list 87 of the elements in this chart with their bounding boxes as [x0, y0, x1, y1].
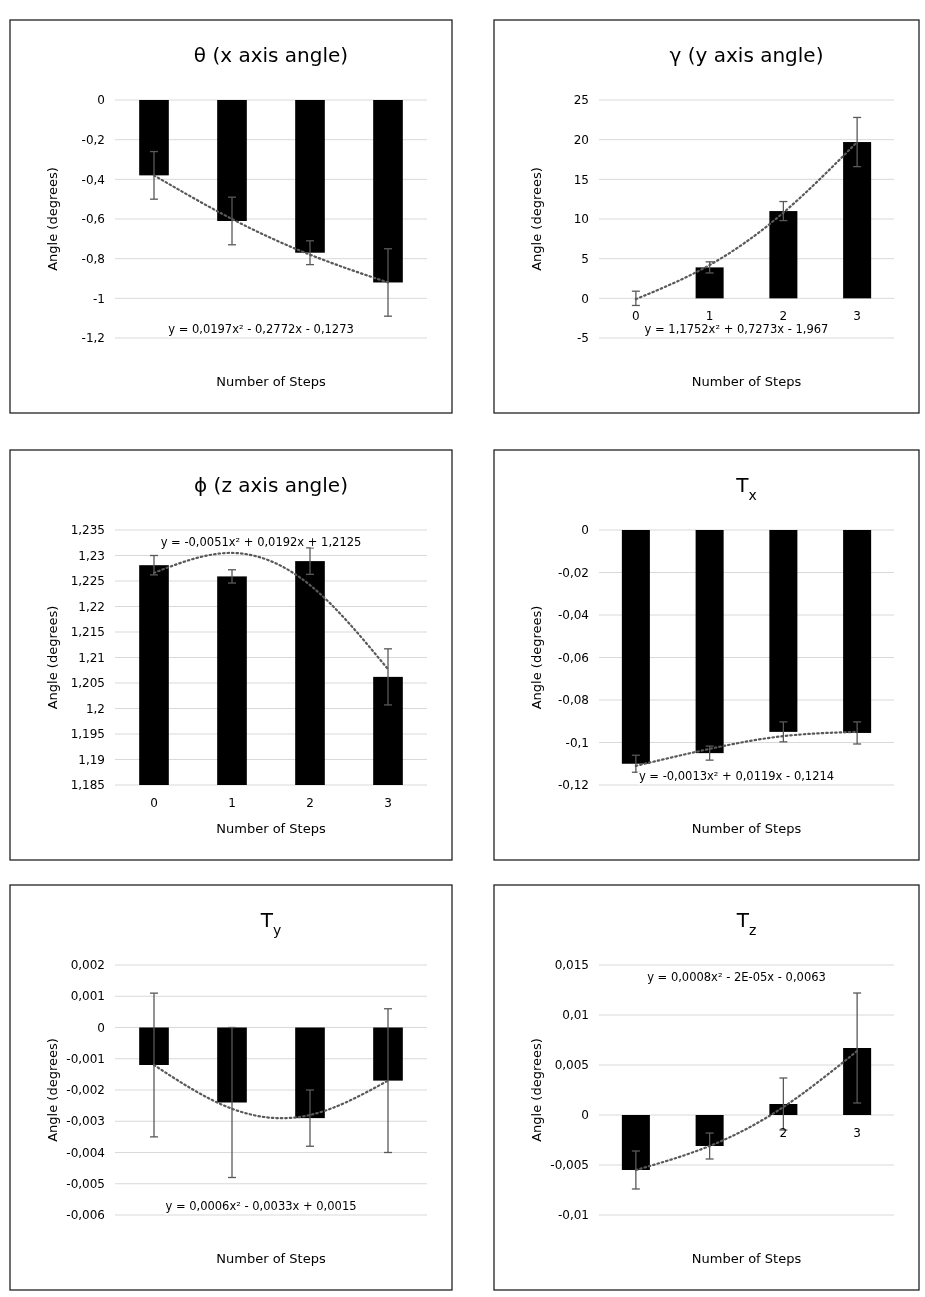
y-tick-label: -0,12	[557, 778, 589, 793]
y-tick-label: 0	[97, 93, 105, 108]
x-tick-label: 1	[705, 309, 714, 324]
y-tick-label: -0,2	[81, 132, 105, 147]
x-axis-title: Number of Steps	[691, 374, 802, 389]
bar	[621, 1115, 650, 1170]
y-tick-label: -0,005	[550, 1158, 589, 1173]
x-axis-title: Number of Steps	[691, 1251, 802, 1266]
y-tick-label: -0,01	[557, 1208, 589, 1223]
annotation: y = 0,0197x² - 0,2772x - 0,1273	[168, 322, 354, 336]
y-tick-label: 0,002	[70, 958, 105, 973]
y-tick-label: 1,2	[85, 701, 105, 716]
bar	[769, 211, 798, 299]
y-axis-title: Angle (degrees)	[45, 1038, 60, 1142]
y-tick-label: 0	[581, 1108, 589, 1123]
y-axis-title: Angle (degrees)	[529, 605, 544, 710]
y-tick-label: 5	[581, 251, 589, 266]
chart-title: γ (y axis angle)	[669, 43, 824, 67]
x-tick-label: 2	[779, 1126, 788, 1140]
x-tick-label: 0	[150, 796, 158, 810]
x-tick-label: 3	[853, 309, 861, 324]
y-tick-label: -0,8	[81, 251, 105, 266]
y-tick-label: -0,001	[66, 1051, 105, 1066]
bar	[695, 267, 724, 299]
y-tick-label: 20	[573, 132, 589, 147]
x-tick-label: 0	[632, 309, 640, 324]
y-tick-label: -1,2	[81, 331, 105, 346]
y-tick-label: 1,19	[78, 752, 105, 767]
bar	[843, 1048, 872, 1115]
chart-title: T$_{z}$	[735, 908, 757, 938]
y-tick-label: 15	[573, 172, 589, 187]
y-tick-label: -0,4	[81, 172, 105, 187]
y-tick-label: -0,02	[557, 565, 589, 580]
x-tick-label: 2	[306, 796, 314, 810]
y-tick-label: 1,23	[78, 548, 105, 563]
y-tick-label: 1,185	[70, 778, 105, 793]
y-tick-label: 1,21	[78, 650, 105, 665]
y-tick-label: 25	[573, 93, 589, 108]
bar	[695, 1115, 724, 1146]
y-tick-label: 1,215	[70, 625, 105, 640]
y-tick-label: 0	[581, 291, 589, 306]
y-tick-label: -0,6	[81, 212, 105, 227]
annotation: y = 0,0008x² - 2E-05x - 0,0063	[647, 970, 826, 984]
x-tick-label: 2	[779, 309, 788, 324]
y-tick-label: 0	[581, 523, 589, 538]
y-tick-label: -0,003	[66, 1114, 105, 1129]
y-tick-label: 0,005	[554, 1058, 589, 1073]
y-tick-label: -0,1	[565, 735, 589, 750]
x-tick-label: 1	[228, 796, 236, 810]
y-tick-label: 1,205	[70, 676, 105, 691]
y-tick-label: 0,015	[554, 958, 589, 973]
y-tick-label: -0,04	[557, 608, 589, 623]
y-tick-label: -0,08	[557, 693, 589, 708]
annotation: y = -0,0013x² + 0,0119x - 0,1214	[638, 769, 835, 783]
y-tick-label: 1,235	[70, 523, 105, 538]
x-axis-title: Number of Steps	[216, 821, 326, 836]
chart-title: T$_{y}$	[259, 908, 282, 938]
y-axis-title: Angle (degrees)	[529, 1038, 544, 1142]
y-tick-label: -0,002	[66, 1083, 105, 1098]
y-axis-title: Angle (degrees)	[45, 167, 60, 271]
y-tick-label: -0,006	[66, 1208, 105, 1223]
y-tick-label: -1	[93, 291, 105, 306]
x-axis-title: Number of Steps	[216, 1251, 326, 1266]
y-tick-label: -0,06	[557, 650, 589, 665]
annotation: y = -0,0051x² + 0,0192x + 1,2125	[160, 535, 362, 549]
annotation: y = 0,0006x² - 0,0033x + 0,0015	[165, 1199, 357, 1213]
chart-title: ϕ (z axis angle)	[194, 473, 348, 497]
y-axis-title: Angle (degrees)	[45, 605, 60, 710]
y-axis-title: Angle (degrees)	[529, 167, 544, 271]
y-tick-label: -0,005	[66, 1176, 105, 1191]
y-tick-label: 0,001	[70, 989, 105, 1004]
y-tick-label: 10	[573, 212, 589, 227]
x-tick-label: 3	[853, 1126, 861, 1140]
x-axis-title: Number of Steps	[691, 821, 802, 836]
y-tick-label: 1,195	[70, 727, 105, 742]
y-tick-label: 1,225	[70, 574, 105, 589]
chart-title: θ (x axis angle)	[193, 43, 349, 67]
y-tick-label: 0,01	[562, 1008, 589, 1023]
x-tick-label: 3	[384, 796, 392, 810]
annotation: y = 1,1752x² + 0,7273x - 1,967	[644, 322, 829, 336]
y-tick-label: 0	[97, 1020, 105, 1035]
y-tick-label: 1,22	[78, 599, 105, 614]
y-tick-label: -5	[577, 331, 589, 346]
y-tick-label: -0,004	[66, 1145, 105, 1160]
bar	[843, 142, 872, 299]
x-axis-title: Number of Steps	[216, 374, 326, 389]
chart-title: T$_{x}$	[735, 473, 757, 503]
